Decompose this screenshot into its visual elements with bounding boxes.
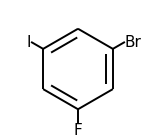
- Text: I: I: [27, 35, 31, 50]
- Text: Br: Br: [125, 35, 142, 50]
- Text: F: F: [74, 123, 82, 138]
